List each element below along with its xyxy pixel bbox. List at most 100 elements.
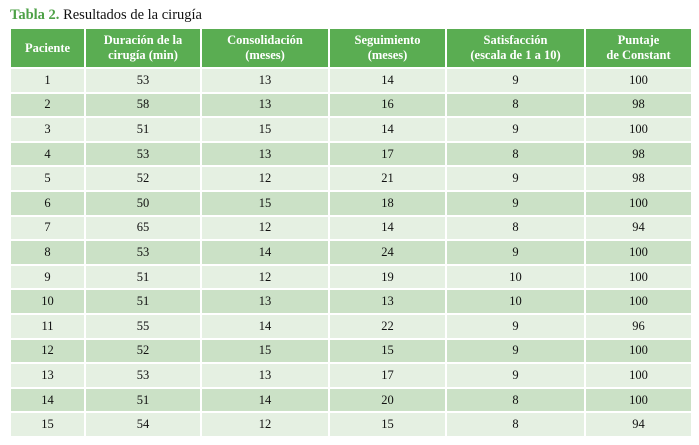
- cell-puntaje: 98: [586, 93, 691, 117]
- cell-duracion: 51: [86, 265, 200, 289]
- cell-consolidacion: 15: [202, 339, 328, 363]
- table-row: 7 65 12 14 8 94: [11, 216, 691, 240]
- cell-seguimiento: 15: [330, 339, 445, 363]
- cell-duracion: 55: [86, 314, 200, 338]
- table-row: 11 55 14 22 9 96: [11, 314, 691, 338]
- cell-duracion: 65: [86, 216, 200, 240]
- cell-paciente: 5: [11, 167, 84, 190]
- cell-duracion: 53: [86, 241, 200, 264]
- header-satisfaccion-line2: (escala de 1 a 10): [470, 48, 561, 62]
- table-caption-text: Resultados de la cirugía: [63, 7, 202, 23]
- cell-paciente: 6: [11, 191, 84, 215]
- cell-seguimiento: 18: [330, 191, 445, 215]
- cell-paciente: 10: [11, 290, 84, 313]
- cell-consolidacion: 14: [202, 314, 328, 338]
- cell-consolidacion: 12: [202, 216, 328, 240]
- cell-seguimiento: 14: [330, 69, 445, 92]
- header-duracion: Duración de la cirugía (min): [86, 29, 200, 67]
- cell-consolidacion: 15: [202, 118, 328, 141]
- cell-puntaje: 98: [586, 167, 691, 190]
- cell-consolidacion: 14: [202, 241, 328, 264]
- cell-seguimiento: 21: [330, 167, 445, 190]
- cell-seguimiento: 17: [330, 364, 445, 387]
- cell-puntaje: 94: [586, 413, 691, 436]
- cell-paciente: 7: [11, 216, 84, 240]
- cell-duracion: 54: [86, 413, 200, 436]
- cell-satisfaccion: 9: [447, 167, 584, 190]
- cell-puntaje: 100: [586, 118, 691, 141]
- cell-satisfaccion: 10: [447, 265, 584, 289]
- header-paciente: Paciente: [11, 29, 84, 67]
- cell-satisfaccion: 8: [447, 216, 584, 240]
- table-row: 13 53 13 17 9 100: [11, 364, 691, 387]
- table-row: 10 51 13 13 10 100: [11, 290, 691, 313]
- table-row: 6 50 15 18 9 100: [11, 191, 691, 215]
- cell-consolidacion: 12: [202, 413, 328, 436]
- cell-satisfaccion: 9: [447, 241, 584, 264]
- header-duracion-line2: cirugía (min): [108, 48, 178, 62]
- table-caption: Tabla 2. Resultados de la cirugía: [10, 7, 202, 24]
- cell-duracion: 51: [86, 388, 200, 412]
- table-row: 3 51 15 14 9 100: [11, 118, 691, 141]
- cell-consolidacion: 14: [202, 388, 328, 412]
- header-duracion-line1: Duración de la: [103, 33, 183, 47]
- header-row: Paciente Duración de la cirugía (min) Con…: [11, 29, 691, 67]
- header-consolidacion: Consolidación (meses): [202, 29, 328, 67]
- cell-puntaje: 100: [586, 191, 691, 215]
- cell-paciente: 14: [11, 388, 84, 412]
- cell-puntaje: 100: [586, 265, 691, 289]
- cell-satisfaccion: 10: [447, 290, 584, 313]
- cell-consolidacion: 12: [202, 265, 328, 289]
- cell-duracion: 53: [86, 364, 200, 387]
- cell-paciente: 13: [11, 364, 84, 387]
- header-satisfaccion-line1: Satisfacción: [483, 33, 548, 47]
- table-row: 8 53 14 24 9 100: [11, 241, 691, 264]
- cell-seguimiento: 19: [330, 265, 445, 289]
- cell-consolidacion: 12: [202, 167, 328, 190]
- cell-seguimiento: 17: [330, 142, 445, 166]
- cell-puntaje: 100: [586, 290, 691, 313]
- table-row: 2 58 13 16 8 98: [11, 93, 691, 117]
- header-seguimiento: Seguimiento (meses): [330, 29, 445, 67]
- cell-duracion: 53: [86, 69, 200, 92]
- cell-seguimiento: 14: [330, 216, 445, 240]
- cell-duracion: 51: [86, 290, 200, 313]
- cell-paciente: 3: [11, 118, 84, 141]
- header-puntaje-line2: de Constant: [606, 48, 671, 62]
- cell-puntaje: 98: [586, 142, 691, 166]
- cell-duracion: 52: [86, 339, 200, 363]
- header-puntaje: Puntaje de Constant: [586, 29, 691, 67]
- cell-puntaje: 100: [586, 388, 691, 412]
- cell-satisfaccion: 9: [447, 364, 584, 387]
- table-caption-label: Tabla 2.: [10, 7, 60, 23]
- cell-seguimiento: 16: [330, 93, 445, 117]
- cell-consolidacion: 13: [202, 364, 328, 387]
- header-satisfaccion: Satisfacción (escala de 1 a 10): [447, 29, 584, 67]
- cell-consolidacion: 13: [202, 93, 328, 117]
- cell-duracion: 51: [86, 118, 200, 141]
- cell-consolidacion: 15: [202, 191, 328, 215]
- cell-seguimiento: 13: [330, 290, 445, 313]
- cell-satisfaccion: 8: [447, 93, 584, 117]
- results-table: Paciente Duración de la cirugía (min) Con…: [9, 27, 693, 438]
- cell-paciente: 11: [11, 314, 84, 338]
- cell-seguimiento: 24: [330, 241, 445, 264]
- table-row: 9 51 12 19 10 100: [11, 265, 691, 289]
- cell-consolidacion: 13: [202, 142, 328, 166]
- cell-satisfaccion: 9: [447, 118, 584, 141]
- cell-consolidacion: 13: [202, 69, 328, 92]
- cell-paciente: 1: [11, 69, 84, 92]
- cell-seguimiento: 22: [330, 314, 445, 338]
- header-paciente-line1: Paciente: [24, 40, 71, 55]
- cell-paciente: 12: [11, 339, 84, 363]
- cell-satisfaccion: 8: [447, 388, 584, 412]
- cell-puntaje: 100: [586, 364, 691, 387]
- cell-satisfaccion: 9: [447, 69, 584, 92]
- header-consolidacion-line2: (meses): [245, 48, 285, 62]
- cell-puntaje: 100: [586, 241, 691, 264]
- header-seguimiento-line2: (meses): [367, 48, 408, 62]
- cell-satisfaccion: 9: [447, 191, 584, 215]
- table-row: 15 54 12 15 8 94: [11, 413, 691, 436]
- cell-duracion: 50: [86, 191, 200, 215]
- header-consolidacion-line1: Consolidación: [227, 33, 303, 47]
